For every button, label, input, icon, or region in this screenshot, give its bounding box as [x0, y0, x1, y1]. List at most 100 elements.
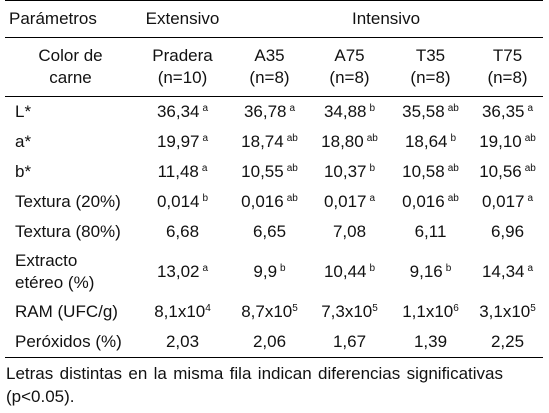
cell-value: 8,1x10 — [154, 302, 206, 321]
table-cell: 0,014 b — [136, 187, 229, 217]
significance-letter: a — [202, 133, 209, 144]
group-n: (n=10) — [157, 68, 208, 87]
header-group-t75: T75 (n=8) — [472, 38, 543, 97]
cell-value: 10,58 — [402, 162, 445, 181]
row-label: Textura (20%) — [5, 187, 136, 217]
cell-value: 9,9 — [253, 262, 278, 281]
significance-letter: a — [369, 193, 376, 204]
significance-letter: ab — [524, 163, 536, 174]
header-row-2: Color de carne Pradera (n=10) A35 (n=8) A7… — [5, 37, 544, 97]
table-cell: 2,03 — [136, 327, 229, 358]
cell-value: 0,016 — [402, 192, 445, 211]
significance-letter: ab — [286, 193, 298, 204]
row-label: L* — [5, 97, 136, 128]
cell-value: 3,1x10 — [479, 302, 531, 321]
table-cell: 9,9 b — [229, 247, 310, 297]
cell-value: 7,08 — [332, 222, 367, 241]
table-cell: 19,10 ab — [472, 127, 543, 157]
table-cell: 10,55 ab — [229, 157, 310, 187]
table-cell: 6,11 — [389, 217, 472, 247]
table-cell: 18,64 b — [389, 127, 472, 157]
row-label-text-2: etéreo (%) — [15, 273, 95, 292]
cell-value: 19,97 — [156, 132, 200, 151]
table-cell: 10,58 ab — [389, 157, 472, 187]
footnote: Letras distintas en la misma fila indica… — [6, 364, 503, 406]
cell-exponent: 5 — [292, 303, 298, 314]
cell-value: 10,56 — [479, 162, 522, 181]
group-n: (n=8) — [249, 68, 290, 87]
significance-letter: ab — [447, 193, 459, 204]
cell-value: 2,06 — [252, 332, 287, 351]
table-cell: 14,34 a — [472, 247, 543, 297]
cell-value: 6,96 — [490, 222, 525, 241]
significance-letter: ab — [366, 133, 378, 144]
table-cell: 34,88 b — [310, 97, 389, 128]
table-cell: 36,34 a — [136, 97, 229, 128]
table-cell: 6,96 — [472, 217, 543, 247]
table-cell: 1,67 — [310, 327, 389, 358]
cell-value: 0,017 — [481, 192, 525, 211]
cell-value: 10,44 — [323, 262, 367, 281]
table-row: b* 11,48 a 10,55 ab 10,37 b 10,58 ab 10,56 ab — [5, 157, 543, 187]
header-group-a35: A35 (n=8) — [229, 38, 310, 97]
cell-value: 10,37 — [323, 162, 367, 181]
cell-value: 35,58 — [402, 102, 445, 121]
cell-value: 18,64 — [404, 132, 448, 151]
table-row: Textura (20%) 0,014 b 0,016 ab 0,017 a 0,016 ab 0… — [5, 187, 543, 217]
table-row: Peróxidos (%) 2,03 2,06 1,67 1,39 2,25 — [5, 327, 544, 358]
cell-exponent: 5 — [372, 303, 378, 314]
cell-value: 6,68 — [165, 222, 200, 241]
significance-letter: a — [527, 263, 534, 274]
row-label: Peróxidos (%) — [5, 327, 136, 358]
cell-exponent: 6 — [453, 303, 459, 314]
cell-value: 10,55 — [241, 162, 284, 181]
table-cell: 10,56 ab — [472, 157, 543, 187]
row-label: b* — [5, 157, 136, 187]
table-cell: 13,02 a — [136, 247, 229, 297]
significance-letter: a — [201, 163, 208, 174]
cell-value: 0,016 — [241, 192, 284, 211]
group-n: (n=8) — [329, 68, 370, 87]
significance-letter: ab — [286, 133, 298, 144]
table-cell: 1,1x106 — [389, 297, 472, 327]
table-row: a* 19,97 a 18,74 ab 18,80 ab 18,64 b 19,10 ab — [5, 127, 543, 157]
table-row: Textura (80%) 6,68 6,65 7,08 6,11 6,96 — [5, 217, 543, 247]
cell-value: 18,74 — [241, 132, 284, 151]
table-cell: 19,97 a — [136, 127, 229, 157]
header-color-line2: carne — [49, 68, 92, 87]
row-label-text: Extracto — [15, 251, 78, 270]
group-n: (n=8) — [410, 68, 451, 87]
table-cell: 0,017 a — [472, 187, 543, 217]
header-group-t35: T35 (n=8) — [389, 38, 472, 97]
table-cell: 8,7x105 — [229, 297, 310, 327]
cell-value: 1,67 — [332, 332, 367, 351]
cell-value: 36,34 — [156, 102, 200, 121]
significance-letter: b — [280, 263, 286, 274]
significance-letter: b — [369, 103, 376, 114]
table-body: L* 36,34 a 36,78 a 34,88 b 35,58 ab 36,35 a a* 19,97… — [5, 97, 544, 358]
table-row: L* 36,34 a 36,78 a 34,88 b 35,58 ab 36,35 a — [5, 97, 543, 128]
table-cell: 35,58 ab — [389, 97, 472, 128]
row-label-text: Peróxidos (%) — [15, 332, 122, 351]
cell-value: 6,11 — [414, 222, 447, 241]
cell-exponent: 4 — [205, 303, 211, 314]
table-cell: 7,3x105 — [310, 297, 389, 327]
group-name: T75 — [492, 46, 523, 65]
header-extensivo: Extensivo — [145, 9, 220, 28]
table-cell: 9,16 b — [389, 247, 472, 297]
group-n: (n=8) — [487, 68, 528, 87]
significance-letter: b — [369, 163, 376, 174]
significance-letter: a — [527, 193, 534, 204]
results-table: Parámetros Extensivo Intensivo Color de … — [5, 0, 544, 358]
significance-letter: a — [289, 103, 296, 114]
table-cell: 36,78 a — [229, 97, 310, 128]
row-label: Textura (80%) — [5, 217, 136, 247]
significance-letter: ab — [286, 163, 298, 174]
row-label: RAM (UFC/g) — [5, 297, 136, 327]
table-cell: 0,016 ab — [389, 187, 472, 217]
table-cell: 6,68 — [136, 217, 229, 247]
row-label-text: L* — [15, 102, 32, 121]
table-cell: 2,06 — [229, 327, 310, 358]
cell-value: 0,017 — [323, 192, 367, 211]
cell-value: 8,7x10 — [241, 302, 293, 321]
